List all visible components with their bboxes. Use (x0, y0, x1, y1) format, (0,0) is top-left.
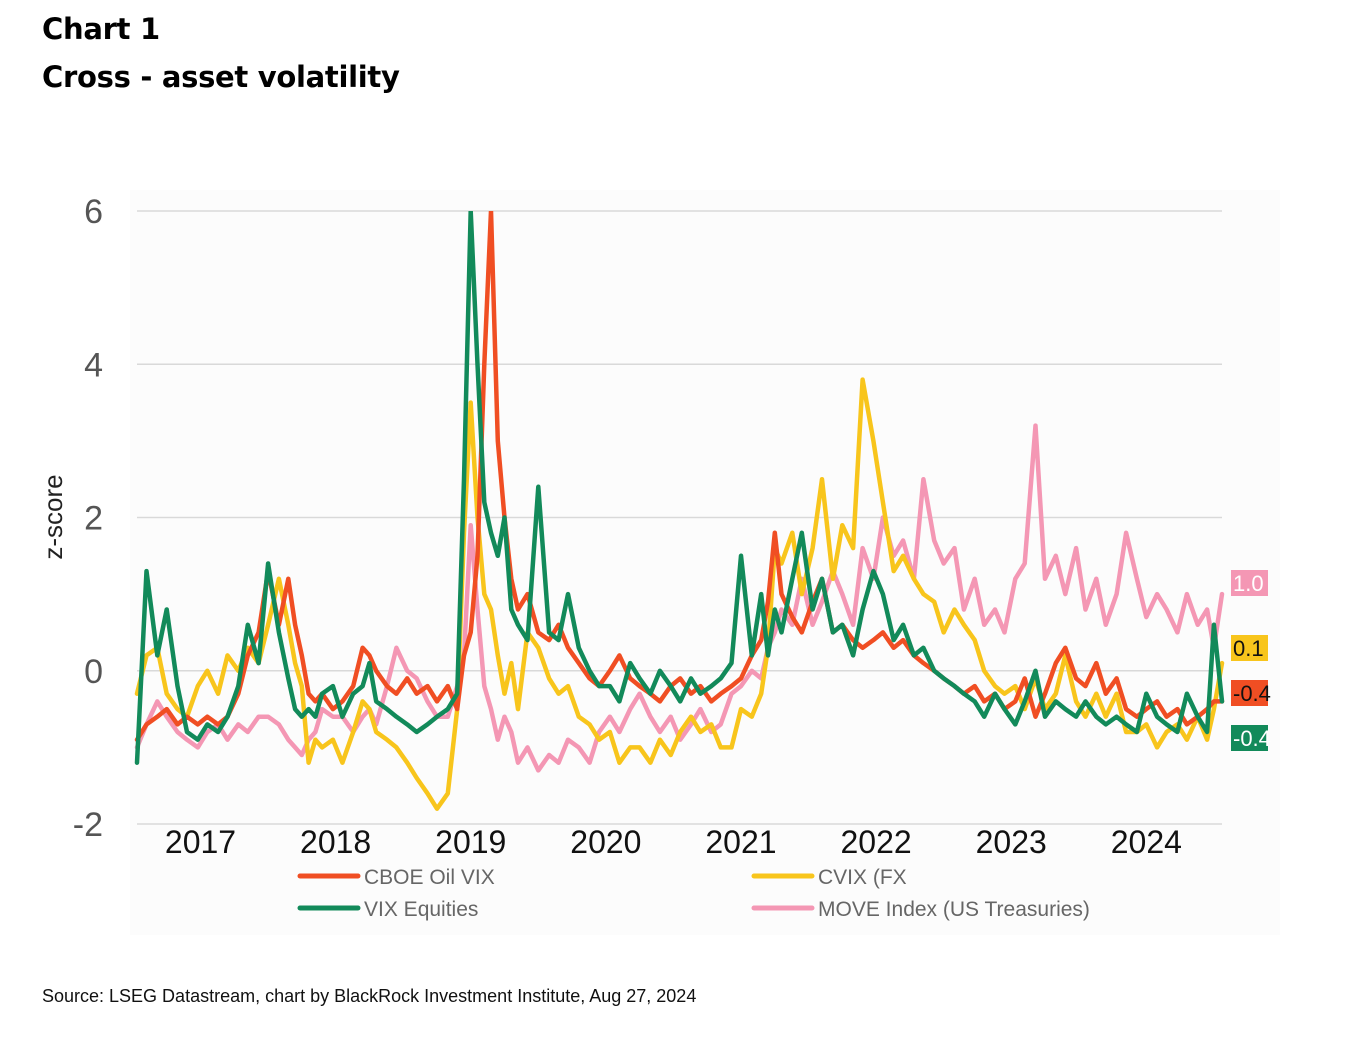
x-tick-label: 2019 (435, 824, 506, 860)
y-tick-labels: -2 0 2 4 6 (73, 193, 103, 844)
legend-label: CBOE Oil VIX (364, 866, 495, 889)
series-line-cboe-oil-vix (134, 211, 1225, 742)
x-tick-label: 2022 (841, 824, 912, 860)
end-label: -0.4 (1231, 725, 1271, 751)
y-tick-label: -2 (73, 806, 103, 844)
y-tick-label: 2 (84, 500, 103, 538)
x-tick-labels: 2017 2018 2019 2020 2021 2022 2023 2024 (165, 824, 1182, 860)
y-axis-label: z-score (38, 474, 68, 559)
y-tick-label: 6 (84, 193, 103, 231)
end-label-text: 1.0 (1233, 571, 1264, 596)
series-line-move-index-us-treasuries (134, 423, 1225, 773)
series-line-vix-equities (134, 211, 1225, 765)
end-label: 1.0 (1231, 570, 1268, 596)
legend-item: CBOE Oil VIX (297, 866, 495, 889)
end-value-labels: 1.0 0.1 -0.4 -0.4 (1231, 570, 1271, 751)
series-lines (134, 211, 1225, 811)
end-label: -0.4 (1231, 680, 1271, 706)
legend-label: CVIX (FX (818, 866, 907, 889)
plot-background (130, 190, 1280, 935)
x-tick-label: 2023 (976, 824, 1047, 860)
x-tick-label: 2020 (570, 824, 641, 860)
chart-title: Cross - asset volatility (42, 60, 400, 94)
chart-number: Chart 1 (42, 12, 160, 46)
y-tick-label: 4 (84, 346, 103, 384)
end-label: 0.1 (1231, 635, 1268, 661)
x-tick-label: 2018 (300, 824, 371, 860)
end-label-box (1231, 570, 1268, 596)
end-label-text: -0.4 (1233, 726, 1271, 751)
end-label-box (1231, 725, 1268, 751)
end-label-text: 0.1 (1233, 636, 1264, 661)
legend-item: MOVE Index (US Treasuries) (751, 898, 1090, 921)
legend-label: VIX Equities (364, 898, 478, 921)
end-label-box (1231, 680, 1268, 706)
x-tick-label: 2021 (705, 824, 776, 860)
y-tick-label: 0 (84, 653, 103, 691)
legend-label: MOVE Index (US Treasuries) (818, 898, 1090, 921)
end-label-box (1231, 635, 1268, 661)
end-label-text: -0.4 (1233, 681, 1271, 706)
legend-item: VIX Equities (297, 898, 478, 921)
x-tick-label: 2017 (165, 824, 236, 860)
x-tick-label: 2024 (1111, 824, 1182, 860)
legend: CBOE Oil VIX VIX Equities CVIX (FX MOVE Ind… (297, 866, 1090, 921)
legend-item: CVIX (FX (751, 866, 907, 889)
source-note: Source: LSEG Datastream, chart by BlackR… (42, 986, 697, 1006)
